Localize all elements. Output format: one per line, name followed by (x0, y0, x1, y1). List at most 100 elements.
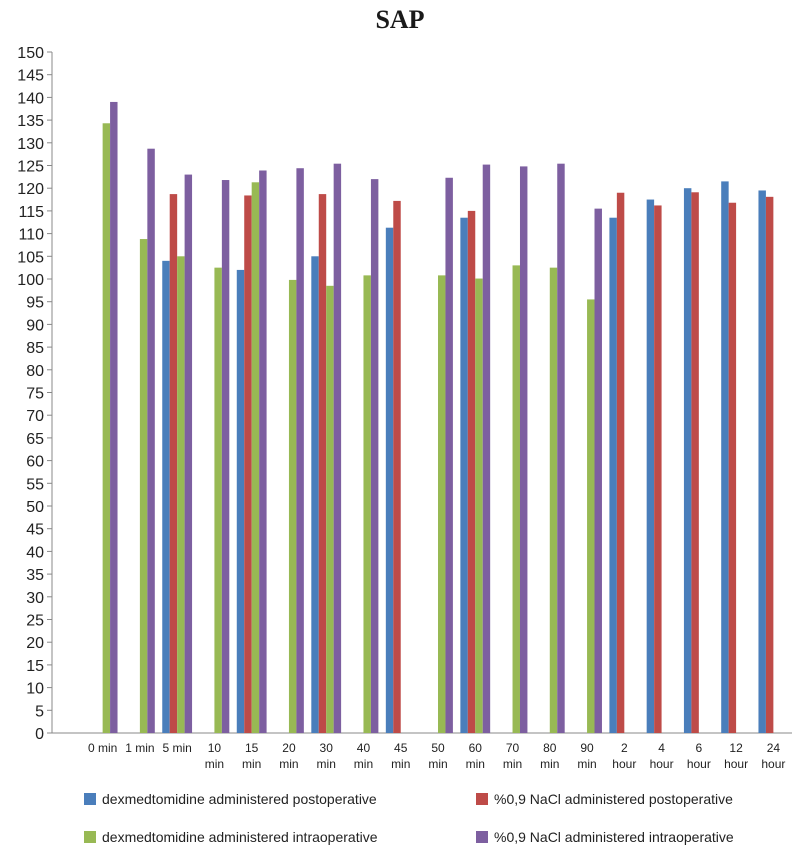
y-axis: 0 5 10 15 20 25 30 35 40 45 50 55 60 65 70 75 80 85 90 95 10… (17, 45, 53, 743)
x-tick-label: min (577, 757, 596, 771)
y-tick-label: 5 (35, 703, 44, 720)
bar (296, 168, 304, 734)
y-tick-label: 90 (26, 317, 44, 334)
y-tick-label: 120 (17, 181, 44, 198)
y-tick-label: 100 (17, 272, 44, 289)
bar (721, 181, 729, 733)
legend-swatch (476, 793, 488, 805)
bar (370, 179, 379, 733)
x-tick-label: min (540, 757, 559, 771)
bar (691, 192, 699, 734)
x-tick-label: 2 (621, 741, 628, 755)
legend-label: %0,9 NaCl administered postoperative (494, 791, 733, 807)
y-tick-label: 135 (17, 113, 44, 130)
y-tick-label: 0 (35, 726, 44, 743)
x-tick-label: min (428, 757, 447, 771)
x-tick-label: min (466, 757, 485, 771)
bar (460, 217, 468, 733)
y-tick-label: 115 (18, 204, 44, 221)
y-tick-label: 60 (26, 454, 44, 471)
x-tick-label: 20 (282, 741, 296, 755)
y-tick-label: 10 (26, 681, 44, 698)
x-tick-label: hour (761, 757, 785, 771)
legend-label: dexmedtomidine administered intraoperati… (102, 829, 378, 845)
x-tick-label: 12 (729, 741, 743, 755)
bar (184, 174, 193, 733)
bar (758, 190, 766, 734)
bar (393, 200, 401, 733)
y-tick-label: 125 (17, 159, 44, 176)
bar (765, 196, 774, 733)
bar (482, 164, 491, 734)
bar (475, 278, 483, 733)
x-tick-label: 10 (208, 741, 222, 755)
bar (110, 101, 118, 733)
bar (683, 188, 692, 733)
bar (654, 205, 662, 733)
bar (333, 163, 342, 733)
bar (288, 279, 297, 733)
x-tick-label: min (354, 757, 373, 771)
legend-label: %0,9 NaCl administered intraoperative (494, 829, 734, 845)
y-tick-label: 80 (26, 363, 44, 380)
chart-title: SAP (375, 5, 424, 34)
bar (244, 195, 252, 733)
y-tick-label: 35 (26, 567, 44, 584)
y-tick-label: 20 (26, 635, 44, 652)
bar (438, 275, 446, 733)
y-tick-label: 55 (26, 476, 44, 493)
bar (259, 170, 267, 734)
y-tick-label: 40 (26, 544, 44, 561)
x-tick-label: 40 (357, 741, 371, 755)
y-tick-label: 145 (17, 68, 44, 85)
x-tick-label: min (503, 757, 522, 771)
legend: dexmedtomidine administered postoperativ… (84, 791, 734, 845)
bar (214, 267, 222, 733)
x-tick-label: min (391, 757, 410, 771)
x-tick-label: 90 (580, 741, 594, 755)
bar (326, 285, 334, 733)
bars (102, 101, 774, 734)
bar (139, 239, 148, 734)
x-tick-label: 15 (245, 741, 259, 755)
x-tick-label: 70 (506, 741, 520, 755)
x-tick-label: hour (724, 757, 748, 771)
bar (236, 269, 245, 733)
y-tick-label: 150 (17, 45, 44, 62)
legend-label: dexmedtomidine administered postoperativ… (102, 791, 377, 807)
y-tick-label: 85 (26, 340, 44, 357)
bar (385, 227, 394, 733)
y-tick-label: 130 (17, 136, 44, 153)
bar (549, 267, 558, 733)
x-tick-label: min (242, 757, 261, 771)
legend-swatch (84, 793, 96, 805)
legend-swatch (476, 831, 488, 843)
x-tick-label: 0 min (88, 741, 117, 755)
bar (102, 123, 111, 733)
bar (587, 299, 595, 733)
y-tick-label: 45 (26, 522, 44, 539)
y-tick-label: 95 (26, 295, 44, 312)
bar (251, 182, 260, 734)
y-tick-label: 110 (18, 227, 44, 244)
x-tick-label: 45 (394, 741, 408, 755)
x-tick-label: min (279, 757, 298, 771)
x-tick-label: 5 min (162, 741, 191, 755)
x-tick-label: 80 (543, 741, 557, 755)
y-tick-label: 140 (17, 90, 44, 107)
bar (594, 208, 602, 733)
bar (221, 180, 230, 733)
bar (363, 275, 371, 733)
y-tick-label: 70 (26, 408, 44, 425)
x-tick-label: 24 (767, 741, 781, 755)
x-tick-label: hour (650, 757, 674, 771)
bar (557, 163, 565, 733)
bar (445, 177, 453, 733)
bar (147, 148, 155, 733)
y-tick-label: 50 (26, 499, 44, 516)
bar (162, 260, 170, 733)
x-axis: 0 min 1 min 5 min 10 min 15 min 20 min 30 min 40 min… (52, 732, 792, 771)
bar (728, 202, 737, 734)
x-tick-label: min (317, 757, 336, 771)
